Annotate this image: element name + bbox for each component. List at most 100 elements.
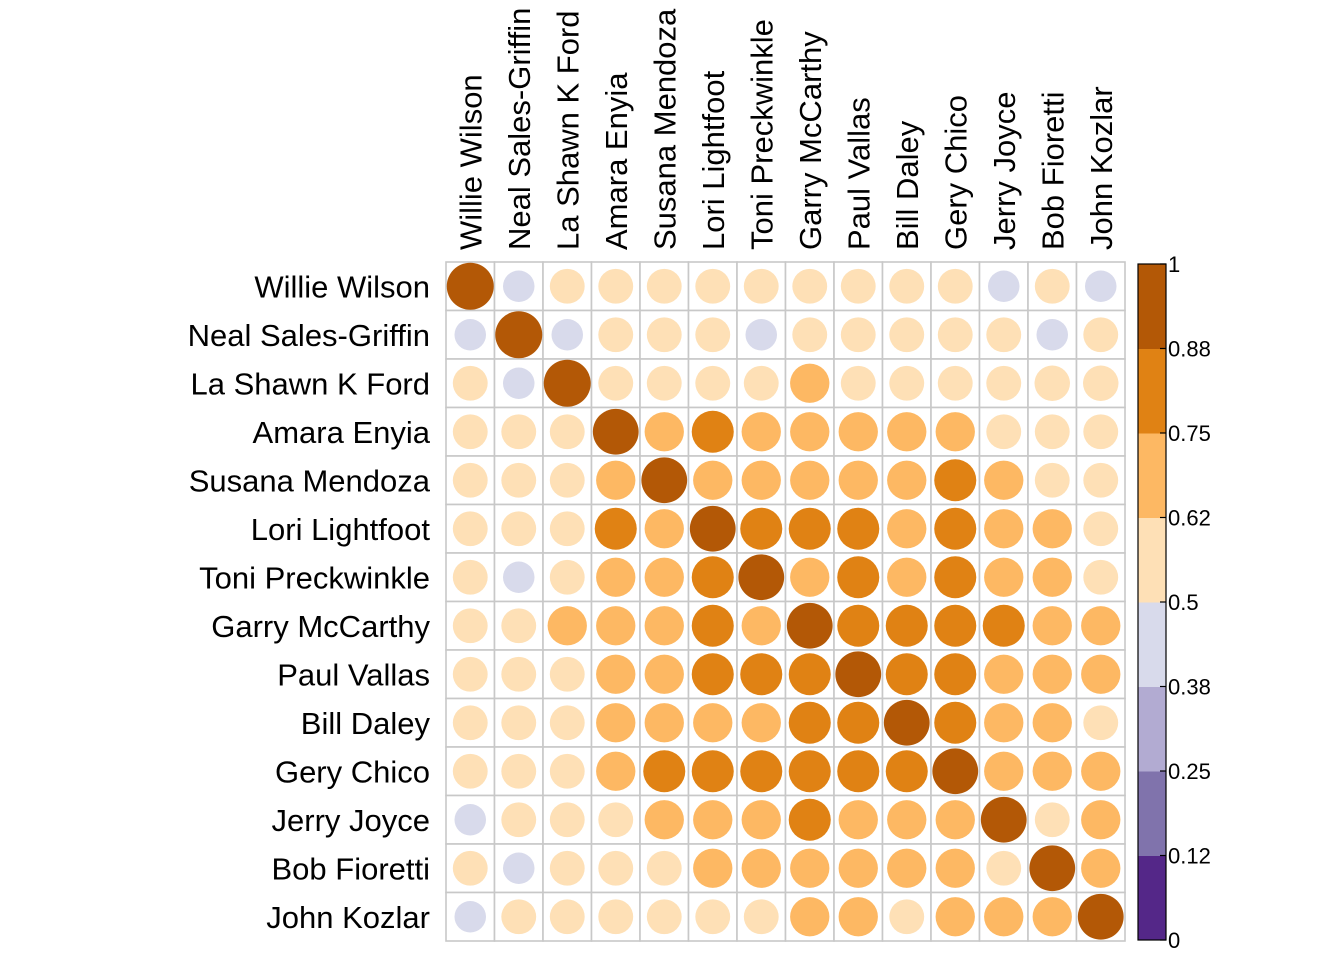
correlation-circle (838, 800, 878, 840)
column-label: Amara Enyia (599, 72, 634, 250)
correlation-circle (543, 359, 591, 407)
row-label: Susana Mendoza (189, 463, 431, 498)
legend-tick-label: 0 (1168, 928, 1180, 953)
correlation-circle (598, 850, 634, 886)
correlation-circle (788, 507, 831, 550)
correlation-circle (646, 268, 682, 304)
column-label: Toni Preckwinkle (744, 19, 779, 250)
correlation-circle (1081, 800, 1121, 840)
correlation-circle (452, 608, 488, 644)
correlation-circle (454, 318, 487, 351)
correlation-circle (1081, 606, 1121, 646)
correlation-circle (792, 317, 828, 353)
row-label: John Kozlar (266, 900, 430, 935)
correlation-circle (937, 365, 973, 401)
correlation-circle (646, 899, 682, 935)
correlation-circles (446, 262, 1124, 940)
correlation-circle (1083, 462, 1119, 498)
correlation-circle (454, 803, 487, 836)
correlation-circle (644, 654, 684, 694)
row-label: Bill Daley (301, 706, 431, 741)
correlation-circle (741, 460, 781, 500)
correlation-circle (695, 899, 731, 935)
correlation-circle (551, 318, 584, 351)
correlation-circle (987, 270, 1020, 303)
correlation-circle (549, 705, 585, 741)
legend-color-segment (1138, 855, 1166, 941)
legend-color-segment (1138, 602, 1166, 687)
correlation-circle (1032, 751, 1072, 791)
correlation-circle (646, 365, 682, 401)
legend-color-segment (1138, 348, 1166, 434)
row-label: Paul Vallas (277, 657, 430, 692)
correlation-circle (788, 653, 831, 696)
correlation-circle (883, 699, 930, 746)
correlation-circle (446, 262, 494, 310)
correlation-circle (937, 317, 973, 353)
correlation-circle (644, 703, 684, 743)
legend-tick-label: 0.12 (1168, 844, 1211, 869)
correlation-circle (1032, 606, 1072, 646)
correlation-circle (452, 559, 488, 595)
correlation-circle (549, 656, 585, 692)
correlation-circle (935, 848, 975, 888)
correlation-circle (741, 848, 781, 888)
correlation-circle (887, 848, 927, 888)
legend-color-segment (1138, 433, 1166, 518)
column-label: Jerry Joyce (987, 92, 1022, 250)
correlation-circle (889, 365, 925, 401)
correlation-circle (693, 800, 733, 840)
correlation-circle (501, 753, 537, 789)
correlation-circle (840, 317, 876, 353)
correlation-circle (452, 414, 488, 450)
correlation-circle (596, 703, 636, 743)
correlation-circle (549, 462, 585, 498)
correlation-circle (792, 268, 828, 304)
column-label: Paul Vallas (841, 97, 876, 250)
correlation-circle (646, 317, 682, 353)
correlation-circle (790, 557, 830, 597)
correlation-circle (596, 606, 636, 646)
correlation-circle (693, 703, 733, 743)
correlation-circle (745, 318, 778, 351)
correlation-circle (592, 408, 639, 455)
row-label: Garry McCarthy (211, 609, 430, 644)
correlation-circle (740, 507, 783, 550)
correlation-circle (691, 653, 734, 696)
correlation-circle (937, 268, 973, 304)
correlation-circle (837, 750, 880, 793)
correlation-circle (501, 414, 537, 450)
column-labels: Willie Wilson Neal Sales-Griffin La Shawn … (453, 8, 1119, 250)
correlation-circle (984, 557, 1024, 597)
correlation-circle (984, 460, 1024, 500)
correlation-circle (598, 802, 634, 838)
correlation-circle (549, 850, 585, 886)
correlation-circle (596, 460, 636, 500)
correlation-circle (887, 509, 927, 549)
correlation-circle (691, 556, 734, 599)
row-label: Jerry Joyce (272, 803, 430, 838)
correlation-circle (1083, 414, 1119, 450)
correlation-circle (549, 414, 585, 450)
correlation-circle (501, 608, 537, 644)
correlation-circle (935, 897, 975, 937)
correlation-circle (790, 363, 830, 403)
correlation-circle (889, 268, 925, 304)
correlation-circle (788, 798, 831, 841)
correlation-circle (1081, 848, 1121, 888)
correlation-circle (502, 852, 535, 885)
correlation-circle (788, 701, 831, 744)
row-label: Amara Enyia (253, 415, 431, 450)
column-label: John Kozlar (1084, 86, 1119, 250)
correlation-circle (549, 268, 585, 304)
correlation-circle (452, 705, 488, 741)
row-label: La Shawn K Ford (190, 366, 430, 401)
legend-tick-label: 0.5 (1168, 590, 1199, 615)
correlation-circle (1036, 318, 1069, 351)
correlation-circle (838, 897, 878, 937)
correlation-circle (1032, 557, 1072, 597)
correlation-circle (644, 800, 684, 840)
correlation-circle (549, 559, 585, 595)
correlation-circle (885, 653, 928, 696)
